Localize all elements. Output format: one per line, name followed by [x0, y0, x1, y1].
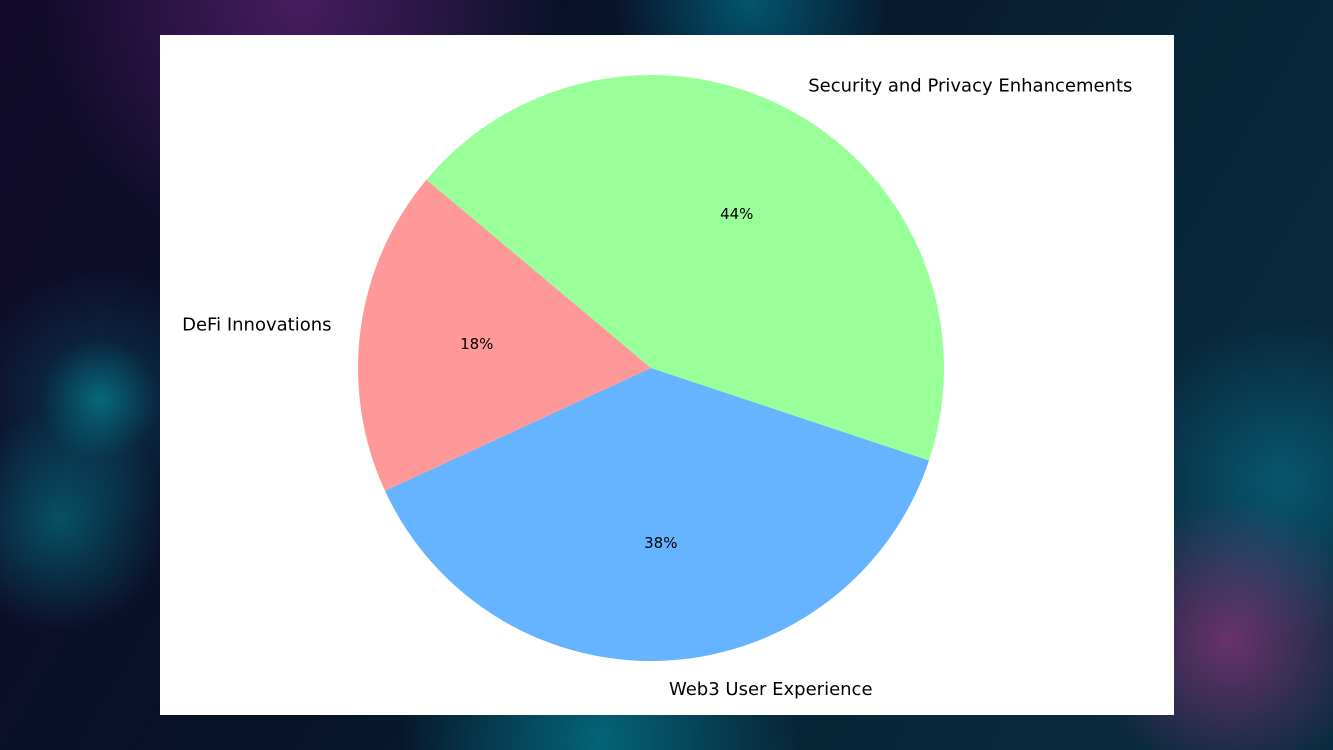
slice-label: DeFi Innovations [182, 314, 331, 335]
pie-slice [426, 75, 945, 461]
slice-label: Web3 User Experience [669, 679, 873, 700]
value-label: 38% [644, 534, 677, 552]
slice-label: Security and Privacy Enhancements [808, 76, 1132, 97]
pie-slice [358, 179, 651, 491]
value-label: 44% [720, 205, 753, 223]
value-label: 18% [460, 335, 493, 353]
pie-slice [385, 368, 930, 661]
